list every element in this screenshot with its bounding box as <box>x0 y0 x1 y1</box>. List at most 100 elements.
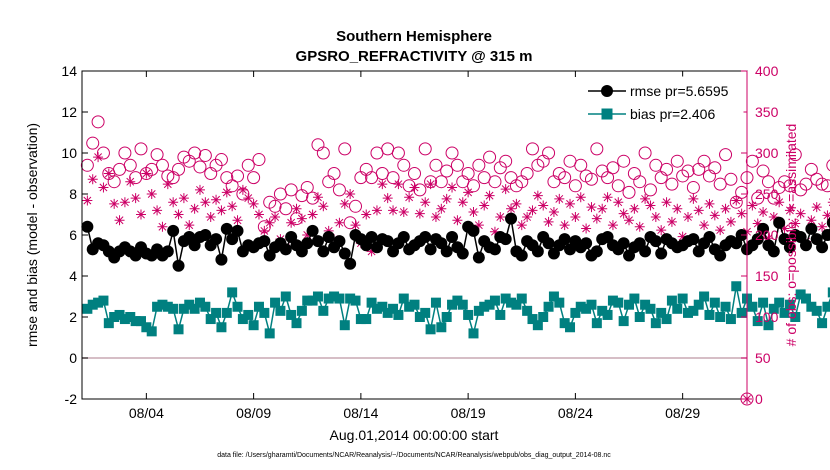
obs-assimilated-point <box>495 211 506 222</box>
obs-assimilated-point <box>479 200 490 211</box>
bias-point <box>227 287 238 298</box>
obs-possible-point <box>638 146 652 160</box>
bias-point <box>361 314 372 325</box>
rmse-point <box>397 231 410 244</box>
y-right-tick-label: 350 <box>755 104 779 120</box>
bias-point <box>168 303 179 314</box>
bias-point <box>790 312 801 322</box>
obs-assimilated-point <box>194 184 205 195</box>
y-left-tick-label: -2 <box>65 391 78 407</box>
bias-point <box>146 326 157 337</box>
y-left-tick-label: 2 <box>69 309 77 325</box>
bias-point <box>296 305 307 316</box>
obs-possible-point <box>643 183 657 197</box>
bias-point <box>645 303 656 314</box>
obs-possible-point <box>461 167 475 180</box>
rmse-point <box>333 235 346 248</box>
obs-assimilated-point <box>264 217 275 228</box>
rmse-point <box>381 235 394 248</box>
x-tick-label: 08/14 <box>343 405 378 421</box>
obs-assimilated-point <box>430 211 441 222</box>
obs-assimilated-point <box>141 168 152 179</box>
obs-assimilated-point <box>350 220 361 231</box>
rmse-point <box>301 237 314 250</box>
bias-point <box>200 301 211 312</box>
rmse-series <box>81 212 830 272</box>
rmse-point <box>172 259 185 272</box>
bias-point <box>371 303 382 314</box>
obs-assimilated-point <box>227 201 238 212</box>
obs-assimilated-point <box>559 220 570 231</box>
obs-possible-point <box>316 146 330 160</box>
rmse-point <box>424 243 437 256</box>
obs-possible-point <box>472 158 486 172</box>
obs-assimilated-point <box>232 215 243 226</box>
bias-point <box>98 295 109 306</box>
rmse-point <box>472 251 485 264</box>
bias-point <box>178 303 189 314</box>
y-left-tick-label: 10 <box>61 145 77 161</box>
y-left-tick-label: 4 <box>69 268 77 284</box>
bias-point <box>286 309 297 320</box>
obs-assimilated-point <box>506 203 517 214</box>
obs-assimilated-point <box>168 197 179 208</box>
obs-possible-point <box>622 185 636 199</box>
x-axis-label: Aug.01,2014 00:00:00 start <box>330 427 499 443</box>
bias-point <box>506 297 517 308</box>
rmse-point <box>306 224 319 237</box>
bias-point <box>731 281 742 292</box>
rmse-point <box>542 237 555 250</box>
obs-possible-point <box>284 183 298 197</box>
y-axis-left-label: rmse and bias (model - observation) <box>24 123 40 347</box>
obs-possible-point <box>574 158 588 172</box>
obs-possible-point <box>713 177 727 191</box>
bias-point <box>811 305 822 316</box>
rmse-point <box>456 247 469 260</box>
rmse-point <box>81 220 94 233</box>
bias-point <box>452 295 463 306</box>
y-left-tick-label: 14 <box>61 63 77 79</box>
obs-possible-point <box>96 146 110 160</box>
rmse-point <box>467 224 480 237</box>
obs-assimilated-point <box>114 215 125 226</box>
obs-assimilated-point <box>388 205 399 216</box>
bias-point <box>565 322 576 333</box>
bias-point <box>629 293 640 304</box>
bias-point <box>312 291 323 302</box>
obs-possible-point <box>735 185 749 199</box>
obs-assimilated-point <box>221 187 232 198</box>
obs-assimilated-point <box>109 198 120 209</box>
bias-point <box>119 314 130 325</box>
obs-assimilated-point <box>323 225 334 236</box>
obs-possible-series <box>80 115 830 234</box>
bias-point <box>125 312 136 322</box>
obs-possible-point <box>804 162 818 176</box>
y-right-tick-label: 100 <box>755 309 779 325</box>
obs-assimilated-point <box>339 198 350 209</box>
obs-possible-point <box>198 148 212 162</box>
bias-point <box>522 305 533 316</box>
obs-possible-point <box>123 158 137 172</box>
rmse-point <box>805 222 818 235</box>
obs-assimilated-point <box>248 198 259 209</box>
obs-possible-point <box>601 171 615 185</box>
bias-point <box>613 297 624 308</box>
bias-point <box>264 328 275 339</box>
obs-possible-point <box>756 164 770 178</box>
rmse-point <box>199 229 212 241</box>
obs-possible-point <box>606 161 620 175</box>
bias-point <box>243 309 254 320</box>
obs-possible-point <box>107 175 121 189</box>
obs-assimilated-point <box>441 193 452 204</box>
obs-assimilated-point <box>779 223 790 234</box>
obs-assimilated-point <box>484 190 495 201</box>
bias-point <box>109 312 120 322</box>
obs-assimilated-point <box>447 182 458 193</box>
obs-assimilated-point <box>527 205 538 216</box>
obs-assimilated-point <box>152 205 163 216</box>
bias-point <box>291 318 302 329</box>
rmse-point <box>220 222 233 235</box>
obs-possible-point <box>86 136 100 150</box>
obs-assimilated-point <box>795 208 806 219</box>
